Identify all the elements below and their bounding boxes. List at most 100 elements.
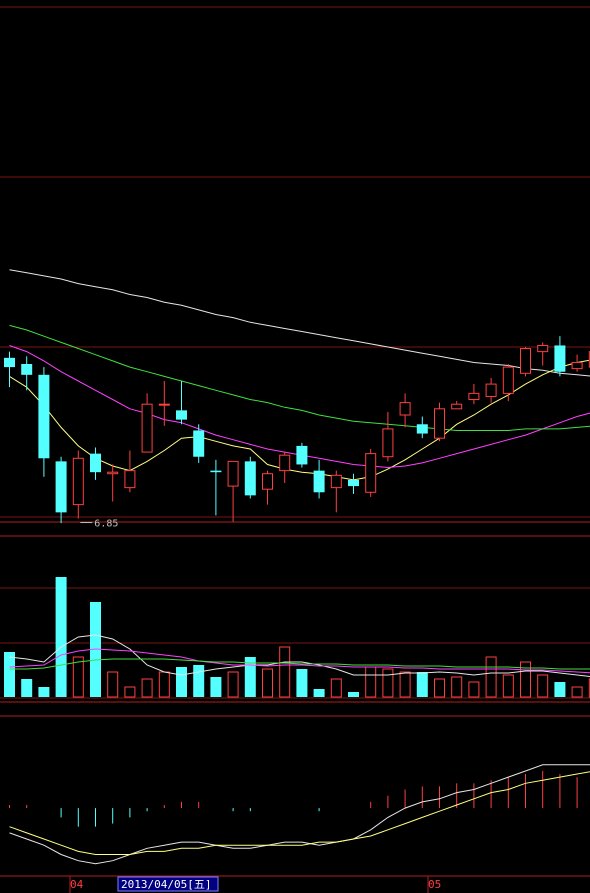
volume-bar	[210, 677, 222, 697]
candle	[107, 464, 119, 502]
volume-bar	[468, 681, 480, 698]
candle	[537, 342, 549, 366]
candle-body	[451, 403, 463, 410]
volume-pane[interactable]	[4, 577, 590, 698]
macd-dea-line	[9, 771, 590, 855]
candle-body	[210, 470, 222, 473]
volume-bar	[21, 679, 33, 697]
price-ma-line-1	[9, 359, 590, 481]
volume-bar	[227, 671, 239, 698]
candle	[502, 364, 514, 402]
volume-bar	[537, 674, 549, 698]
volume-bar	[554, 682, 566, 697]
candle	[193, 424, 205, 463]
volume-bar	[107, 671, 119, 698]
candle	[399, 393, 411, 428]
candle	[554, 336, 566, 377]
month-label-may: 05	[428, 878, 441, 891]
candle	[124, 450, 136, 493]
candle	[330, 470, 342, 513]
candle	[55, 456, 67, 524]
price-pane[interactable]	[4, 269, 590, 524]
candle-body	[434, 408, 445, 439]
volume-ma-line-2	[9, 658, 590, 670]
candle-body	[330, 474, 342, 489]
candle-body	[124, 470, 136, 489]
volume-bar	[124, 686, 136, 698]
low-annotation: 6.85	[80, 519, 118, 530]
volume-ma-line-0	[9, 634, 590, 678]
volume-bar	[382, 668, 394, 698]
candle	[451, 401, 463, 410]
price-ma-line-0	[9, 269, 590, 377]
candle-body	[554, 345, 566, 372]
candle	[434, 402, 445, 442]
candle-body	[107, 471, 119, 475]
candle-body	[72, 457, 84, 506]
volume-bar	[502, 674, 514, 698]
candle-body	[38, 374, 50, 459]
candle	[468, 384, 480, 405]
macd-pane[interactable]	[9, 764, 590, 865]
volume-bar	[330, 678, 342, 698]
candle	[382, 411, 394, 462]
candle-body	[90, 453, 101, 473]
candle-body	[502, 366, 514, 394]
candle	[313, 459, 325, 499]
volume-bar	[313, 689, 325, 697]
candle-body	[176, 410, 187, 420]
volume-bar	[399, 671, 411, 698]
candle	[244, 456, 256, 499]
candle	[262, 470, 273, 505]
candle-body	[382, 428, 394, 458]
candle	[90, 447, 101, 480]
candle	[72, 450, 84, 519]
candle-body	[262, 473, 273, 490]
volume-bar	[55, 577, 67, 697]
candle	[4, 351, 15, 388]
volume-bar	[4, 652, 15, 697]
candle-body	[537, 344, 549, 353]
volume-bar	[244, 657, 256, 697]
low-annotation-text: 6.85	[94, 519, 118, 530]
candle-body	[468, 392, 480, 401]
candle	[176, 381, 187, 425]
candle	[365, 449, 377, 497]
candle-body	[571, 361, 583, 370]
macd-dif-line	[9, 764, 590, 865]
volume-bar	[262, 668, 273, 698]
volume-bar	[416, 672, 428, 697]
date-axis: 04 2013/04/05[五] 05	[70, 876, 441, 892]
volume-bar	[279, 646, 291, 698]
volume-ma-line-1	[9, 648, 590, 674]
candle-body	[348, 479, 359, 487]
candle-body	[296, 445, 308, 465]
candle-body	[193, 430, 205, 457]
candle	[296, 442, 308, 468]
candle	[158, 381, 170, 426]
volume-bar	[520, 661, 531, 698]
candle	[279, 452, 291, 483]
candle	[348, 473, 359, 494]
volume-bar	[296, 669, 308, 697]
candle	[227, 460, 239, 522]
volume-bar	[72, 656, 84, 698]
cursor-date-label: 2013/04/05[五]	[121, 878, 211, 891]
volume-bar	[485, 656, 497, 698]
candle	[416, 416, 428, 439]
candle-body	[4, 357, 15, 368]
candle	[520, 347, 531, 377]
candle-body	[279, 454, 291, 472]
volume-bar	[434, 678, 445, 698]
candle	[210, 459, 222, 516]
candle	[21, 356, 33, 391]
volume-bar	[193, 665, 205, 697]
volume-bar	[38, 687, 50, 697]
candle	[141, 393, 153, 453]
candle-body	[244, 461, 256, 496]
candle-body	[416, 424, 428, 434]
volume-bar	[348, 692, 359, 697]
candle-body	[227, 460, 239, 487]
